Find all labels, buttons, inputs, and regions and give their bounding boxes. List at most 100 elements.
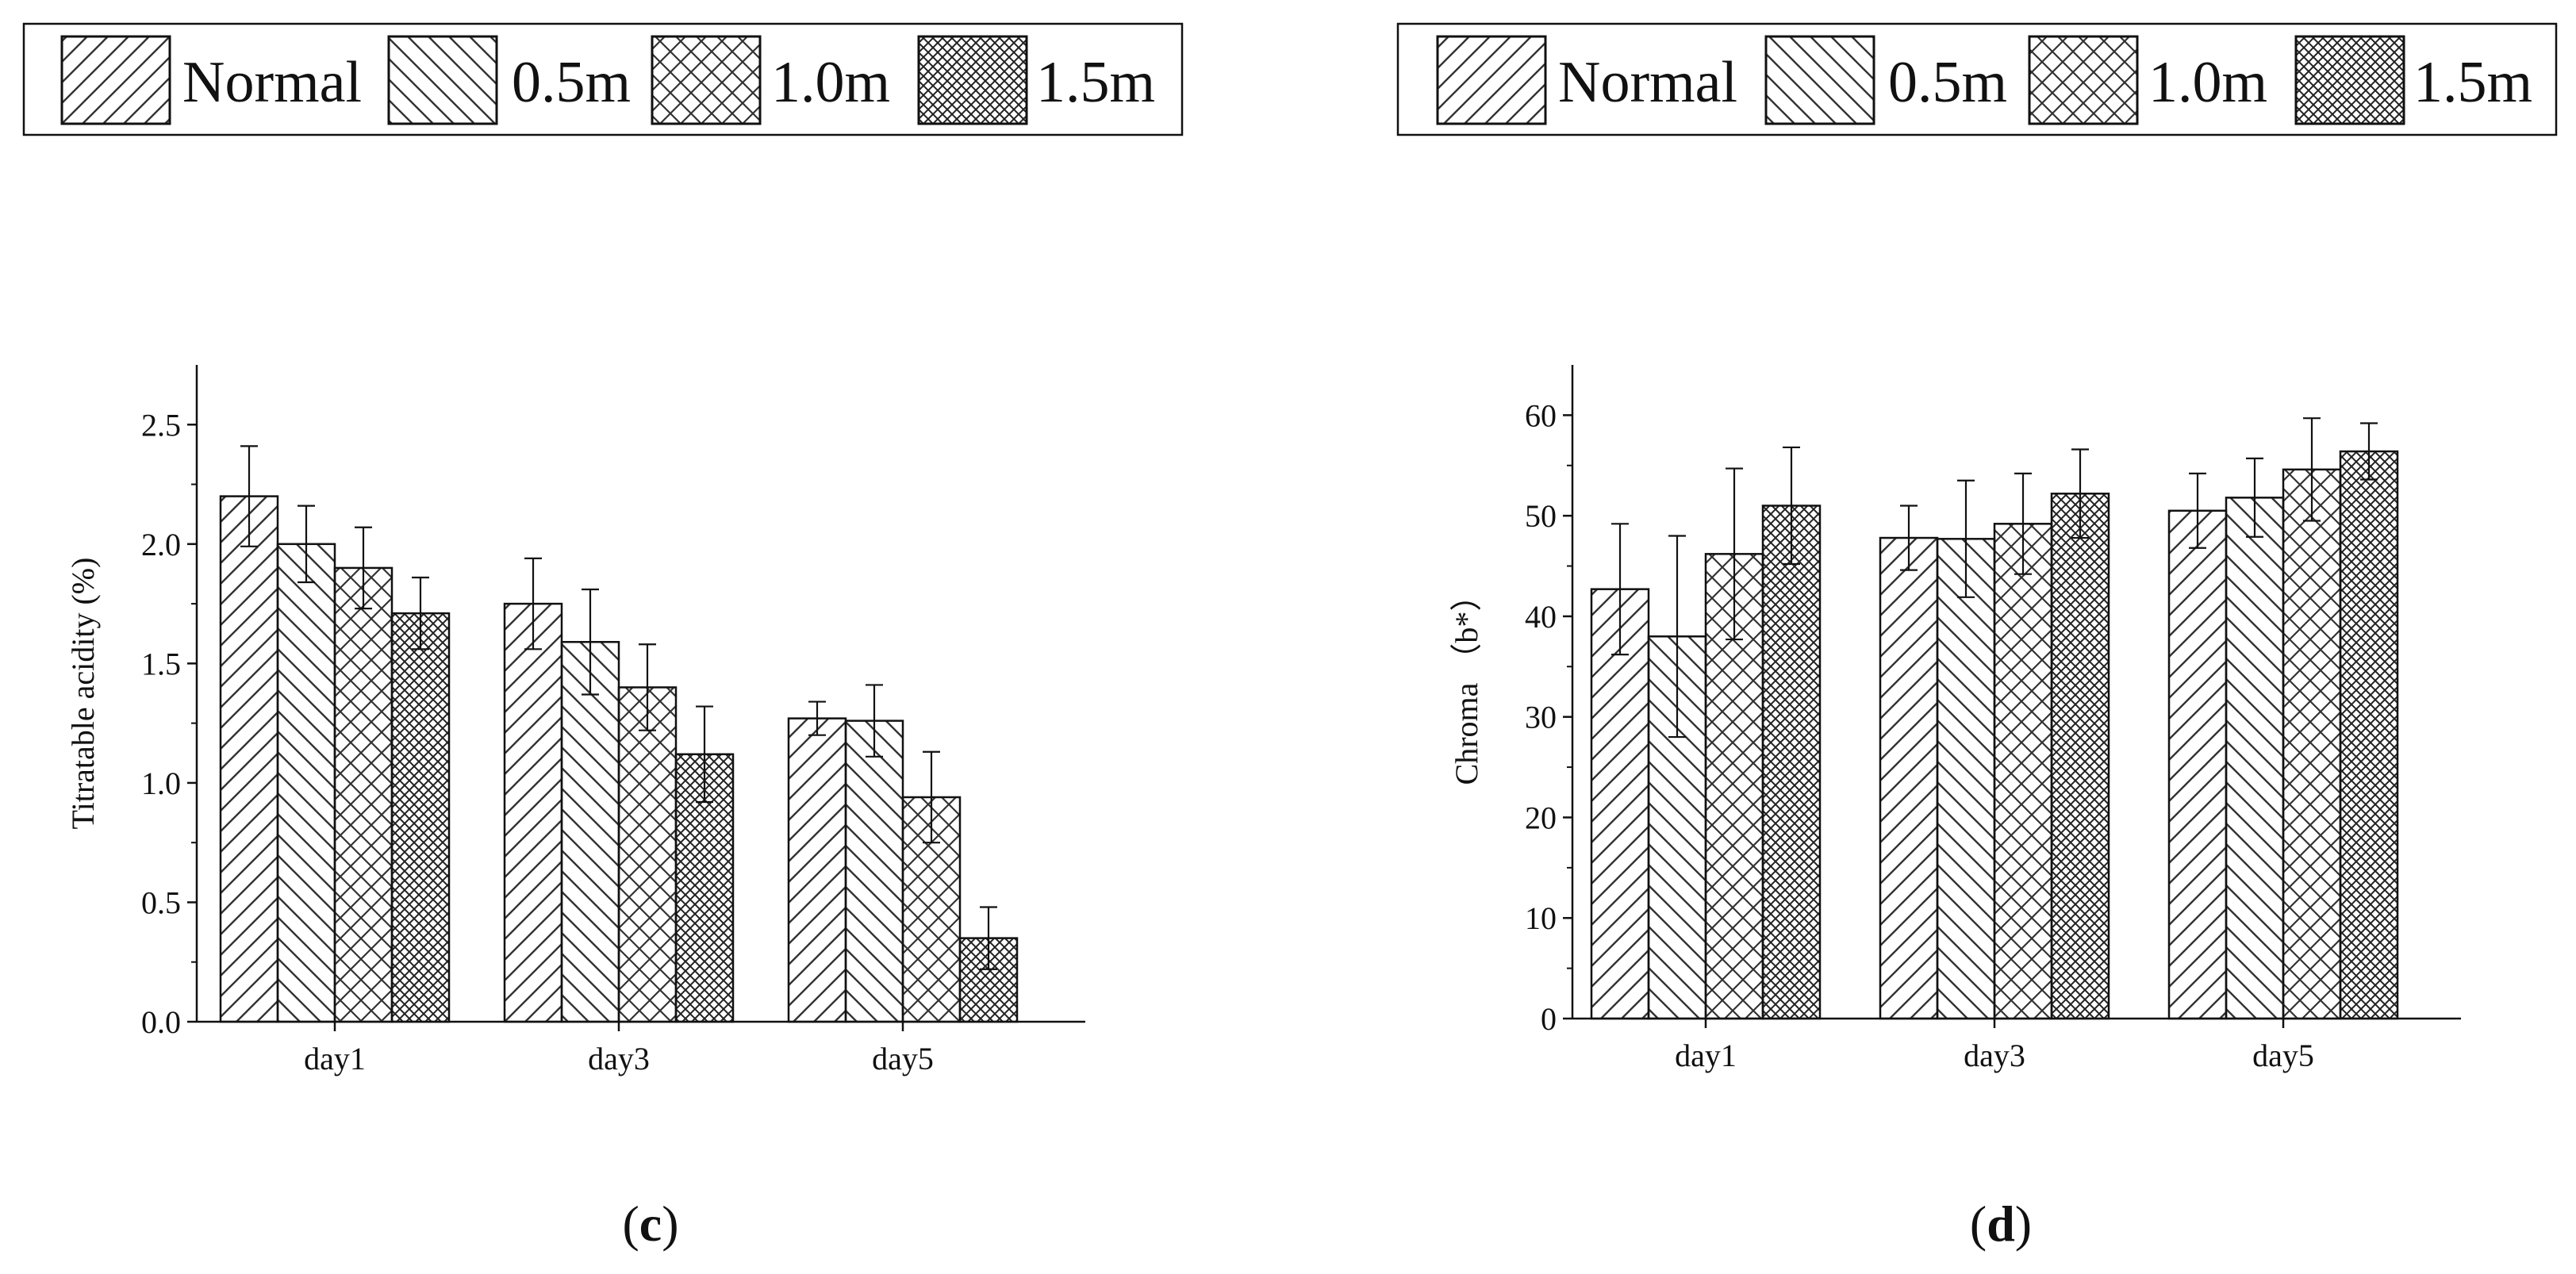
error-bar-0.5m-day3-d: [1957, 479, 1975, 598]
y-tick-label-d-3: 30: [1525, 700, 1557, 735]
error-bar-normal-day1-c: [240, 445, 258, 547]
y-axis-title-c: Titratable acidity (%): [65, 558, 101, 830]
y-tick-label-d-6: 60: [1525, 397, 1557, 433]
bar-normal-day3-c: [503, 602, 563, 1023]
legend-label-1.0m-c: 1.0m: [771, 50, 890, 115]
bar-normal-day1-d: [1590, 588, 1650, 1020]
x-tick-label-day3-d: day3: [1964, 1038, 2025, 1073]
legend-swatch-0.5m-c: [387, 35, 498, 125]
panel-label-d-open: (: [1970, 1195, 1987, 1252]
x-tick-label-day1-c: day1: [304, 1041, 366, 1076]
x-axis-ticks-c: day1 day3 day5: [304, 1022, 934, 1076]
bar-normal-day5-c: [787, 717, 847, 1023]
bar-1.0m-day5-d: [2282, 468, 2342, 1020]
y-tick-label-d-1: 10: [1525, 900, 1557, 936]
bar-1.5m-day3-d: [2050, 493, 2110, 1020]
bar-0.5m-day5-c: [844, 720, 904, 1023]
error-bar-1.0m-day1-d: [1726, 467, 1743, 641]
error-bar-1.0m-day3-d: [2014, 472, 2032, 575]
legend-swatch-1.5m-c: [917, 35, 1028, 125]
bar-1.5m-day1-d: [1761, 505, 1822, 1020]
error-bar-1.5m-day5-c: [980, 906, 997, 970]
legend-label-0.5m-d: 0.5m: [1888, 50, 2007, 115]
bar-1.0m-day3-c: [617, 686, 678, 1023]
bar-0.5m-day3-c: [560, 641, 620, 1023]
y-tick-label-d-2: 20: [1525, 800, 1557, 835]
panel-label-c: (c): [622, 1195, 678, 1252]
error-bar-0.5m-day1-d: [1668, 535, 1686, 739]
panel-label-c-open: (: [622, 1195, 639, 1252]
y-tick-label-c-0: 0.0: [141, 1004, 181, 1040]
error-bars-d: [1611, 417, 2378, 739]
bars-d: [1590, 450, 2399, 1020]
legend-label-0.5m-c: 0.5m: [512, 50, 631, 115]
x-tick-label-day1-d: day1: [1675, 1038, 1737, 1073]
bar-0.5m-day1-c: [276, 543, 336, 1023]
error-bar-0.5m-day1-c: [298, 505, 315, 584]
bar-0.5m-day5-d: [2225, 497, 2285, 1020]
error-bar-0.5m-day5-d: [2246, 457, 2263, 538]
legend-label-1.5m-c: 1.5m: [1036, 50, 1155, 115]
x-tick-label-day5-c: day5: [872, 1041, 934, 1076]
legend-swatch-1.0m-d: [2028, 35, 2139, 125]
error-bar-1.5m-day1-d: [1783, 446, 1800, 566]
y-tick-label-c-4: 2.0: [141, 527, 181, 562]
legend-label-1.5m-d: 1.5m: [2413, 50, 2532, 115]
legend-label-normal-c: Normal: [182, 50, 362, 115]
x-tick-label-day3-c: day3: [588, 1041, 650, 1076]
error-bar-1.5m-day5-d: [2360, 422, 2378, 481]
panel-label-c-letter: c: [639, 1195, 662, 1252]
error-bar-0.5m-day5-c: [866, 684, 883, 758]
error-bar-normal-day5-d: [2189, 472, 2206, 549]
y-tick-label-d-5: 50: [1525, 498, 1557, 534]
y-tick-label-c-1: 0.5: [141, 885, 181, 920]
bar-normal-day5-d: [2167, 509, 2228, 1020]
legend-swatch-normal-d: [1436, 35, 1547, 125]
bar-1.5m-day5-d: [2339, 450, 2399, 1020]
error-bar-1.5m-day1-c: [412, 576, 429, 650]
panel-label-d-letter: d: [1987, 1195, 2015, 1252]
chart-panel-c: Normal 0.5m 1.0m 1.5m 0.0 0.5 1.0 1.5 2.0 2.5…: [22, 22, 1184, 1252]
error-bar-normal-day1-d: [1611, 523, 1629, 656]
y-tick-label-c-3: 1.5: [141, 646, 181, 681]
y-tick-label-c-5: 2.5: [141, 407, 181, 443]
error-bar-1.0m-day3-c: [639, 643, 656, 731]
y-axis-ticks-c: 0.0 0.5 1.0 1.5 2.0 2.5: [141, 407, 197, 1040]
error-bar-normal-day3-d: [1900, 505, 1918, 571]
error-bar-1.0m-day5-c: [923, 750, 940, 844]
panel-label-d-close: ): [2015, 1195, 2032, 1252]
legend-c: Normal 0.5m 1.0m 1.5m: [22, 22, 1184, 136]
y-axis-ticks-d: 0 10 20 30 40 50 60: [1525, 397, 1572, 1037]
error-bars-c: [240, 445, 997, 970]
bar-normal-day1-c: [219, 495, 279, 1023]
x-tick-label-day5-d: day5: [2252, 1038, 2314, 1073]
x-axis-ticks-d: day1 day3 day5: [1675, 1019, 2314, 1073]
bar-0.5m-day3-d: [1936, 538, 1996, 1020]
error-bar-0.5m-day3-c: [582, 588, 599, 696]
bar-1.0m-day3-d: [1993, 523, 2053, 1020]
bar-1.5m-day1-c: [390, 612, 451, 1023]
legend-swatch-1.0m-c: [651, 35, 762, 125]
error-bar-1.5m-day3-c: [696, 705, 713, 804]
panel-label-c-close: ): [662, 1195, 678, 1252]
legend-label-normal-d: Normal: [1558, 50, 1737, 115]
bar-1.0m-day1-c: [333, 566, 394, 1023]
error-bar-normal-day5-c: [808, 700, 826, 736]
error-bar-1.0m-day1-c: [355, 526, 372, 610]
error-bar-1.5m-day3-d: [2071, 448, 2089, 539]
chart-panel-d: Normal 0.5m 1.0m 1.5m 0 10 20 30 40 50 60 day1…: [1396, 22, 2558, 1252]
legend-swatch-0.5m-d: [1764, 35, 1875, 125]
y-tick-label-d-0: 0: [1541, 1001, 1557, 1037]
legend-swatch-normal-c: [60, 35, 171, 125]
error-bar-normal-day3-c: [524, 557, 542, 650]
y-tick-label-c-2: 1.0: [141, 766, 181, 801]
legend-label-1.0m-d: 1.0m: [2148, 50, 2267, 115]
bars-c: [219, 495, 1019, 1023]
legend-swatch-1.5m-d: [2294, 35, 2405, 125]
bar-normal-day3-d: [1879, 536, 1939, 1020]
error-bar-1.0m-day5-d: [2303, 417, 2321, 522]
legend-d: Normal 0.5m 1.0m 1.5m: [1396, 22, 2558, 136]
panel-label-d: (d): [1970, 1195, 2032, 1252]
y-tick-label-d-4: 40: [1525, 599, 1557, 635]
